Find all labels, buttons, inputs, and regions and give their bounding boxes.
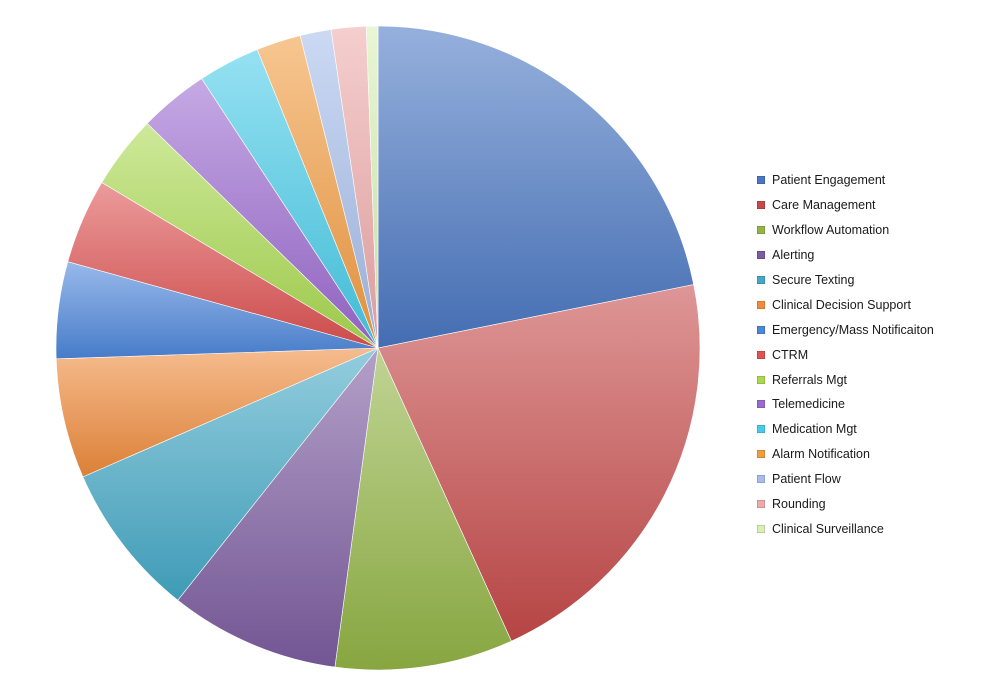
legend-label: Workflow Automation bbox=[772, 223, 890, 238]
pie-slice-care-management bbox=[377, 284, 701, 642]
legend-label: Referrals Mgt bbox=[772, 372, 848, 387]
legend-item-rounding: Rounding bbox=[757, 492, 979, 517]
legend-swatch bbox=[757, 524, 765, 533]
legend-label: Patient Flow bbox=[772, 472, 841, 487]
legend-label: Patient Engagement bbox=[772, 173, 886, 188]
legend-item-secure-texting: Secure Texting bbox=[757, 268, 979, 293]
pie-slice-clinical-surveillance bbox=[365, 25, 379, 349]
legend-swatch bbox=[757, 425, 765, 434]
legend-swatch bbox=[757, 300, 765, 309]
legend-swatch bbox=[757, 400, 765, 409]
legend-label: Clinical Surveillance bbox=[772, 521, 884, 536]
pie-slice-patient-engagement bbox=[377, 25, 695, 349]
legend-swatch bbox=[757, 350, 765, 359]
legend-swatch bbox=[757, 251, 765, 260]
legend-item-ctrm: CTRM bbox=[757, 342, 979, 367]
legend-swatch bbox=[757, 375, 765, 384]
legend-item-workflow-automation: Workflow Automation bbox=[757, 218, 979, 243]
legend-label: Medication Mgt bbox=[772, 422, 857, 437]
pie-slice-workflow-automation bbox=[334, 346, 512, 671]
legend-item-telemedicine: Telemedicine bbox=[757, 392, 979, 417]
legend-swatch bbox=[757, 226, 765, 235]
legend-item-referrals-mgt: Referrals Mgt bbox=[757, 367, 979, 392]
legend-swatch bbox=[757, 450, 765, 459]
pie-slice-alerting bbox=[177, 346, 379, 668]
legend-swatch bbox=[757, 176, 765, 185]
legend-swatch bbox=[757, 325, 765, 334]
pie-slices bbox=[55, 25, 701, 671]
legend-label: Rounding bbox=[772, 497, 826, 512]
legend-label: Clinical Decision Support bbox=[772, 297, 911, 312]
legend-item-clinical-surveillance: Clinical Surveillance bbox=[757, 516, 979, 541]
legend-label: CTRM bbox=[772, 347, 809, 362]
legend-swatch bbox=[757, 276, 765, 284]
legend-item-emergency-mass-notificaiton: Emergency/Mass Notificaiton bbox=[757, 317, 979, 342]
chart-legend: Patient Engagement Care Management Workflo… bbox=[757, 168, 979, 541]
legend-item-alarm-notification: Alarm Notification bbox=[757, 442, 979, 467]
legend-item-patient-flow: Patient Flow bbox=[757, 467, 979, 492]
legend-swatch bbox=[757, 475, 765, 484]
legend-label: Emergency/Mass Notificaiton bbox=[772, 322, 934, 337]
legend-item-medication-mgt: Medication Mgt bbox=[757, 417, 979, 442]
legend-item-clinical-decision-support: Clinical Decision Support bbox=[757, 292, 979, 317]
pie-slice-clinical-decision-support bbox=[55, 347, 379, 478]
legend-swatch bbox=[757, 500, 765, 509]
pie-slice-secure-texting bbox=[82, 347, 379, 601]
legend-label: Alerting bbox=[772, 248, 815, 263]
legend-item-care-management: Care Management bbox=[757, 193, 979, 218]
legend-swatch bbox=[757, 201, 765, 210]
legend-label: Telemedicine bbox=[772, 397, 845, 412]
legend-label: Alarm Notification bbox=[772, 447, 870, 462]
legend-item-patient-engagement: Patient Engagement bbox=[757, 168, 979, 193]
legend-label: Care Management bbox=[772, 198, 876, 213]
legend-label: Secure Texting bbox=[772, 273, 855, 287]
legend-item-alerting: Alerting bbox=[757, 243, 979, 268]
